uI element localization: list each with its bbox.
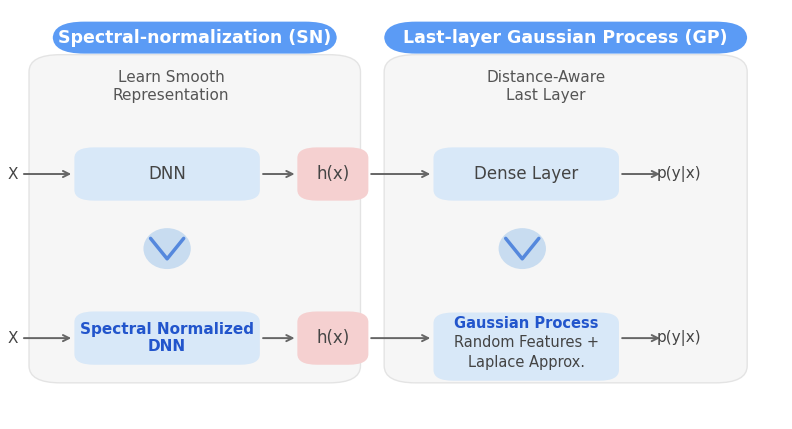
- FancyBboxPatch shape: [384, 21, 747, 54]
- Ellipse shape: [499, 228, 546, 269]
- Ellipse shape: [143, 228, 191, 269]
- FancyBboxPatch shape: [297, 148, 368, 201]
- Text: Laplace Approx.: Laplace Approx.: [468, 355, 584, 370]
- Text: p(y|x): p(y|x): [657, 166, 701, 182]
- Text: Gaussian Process: Gaussian Process: [454, 316, 599, 331]
- Text: h(x): h(x): [316, 165, 349, 183]
- Text: h(x): h(x): [316, 329, 349, 347]
- FancyBboxPatch shape: [433, 148, 619, 201]
- Text: Random Features +: Random Features +: [454, 335, 599, 350]
- Text: p(y|x): p(y|x): [657, 330, 701, 346]
- FancyBboxPatch shape: [74, 311, 260, 365]
- FancyBboxPatch shape: [433, 313, 619, 381]
- FancyBboxPatch shape: [297, 311, 368, 365]
- Text: Dense Layer: Dense Layer: [474, 165, 578, 183]
- Text: Last-layer Gaussian Process (GP): Last-layer Gaussian Process (GP): [403, 29, 728, 47]
- FancyBboxPatch shape: [29, 54, 360, 383]
- Text: DNN: DNN: [148, 165, 186, 183]
- Text: X: X: [8, 331, 18, 346]
- Text: Spectral-normalization (SN): Spectral-normalization (SN): [58, 29, 331, 47]
- FancyBboxPatch shape: [74, 148, 260, 201]
- Text: Distance-Aware
Last Layer: Distance-Aware Last Layer: [486, 70, 606, 103]
- Text: Learn Smooth
Representation: Learn Smooth Representation: [112, 70, 230, 103]
- FancyBboxPatch shape: [384, 54, 747, 383]
- Text: Spectral Normalized
DNN: Spectral Normalized DNN: [80, 322, 254, 354]
- Text: X: X: [8, 166, 18, 181]
- FancyBboxPatch shape: [53, 21, 337, 54]
